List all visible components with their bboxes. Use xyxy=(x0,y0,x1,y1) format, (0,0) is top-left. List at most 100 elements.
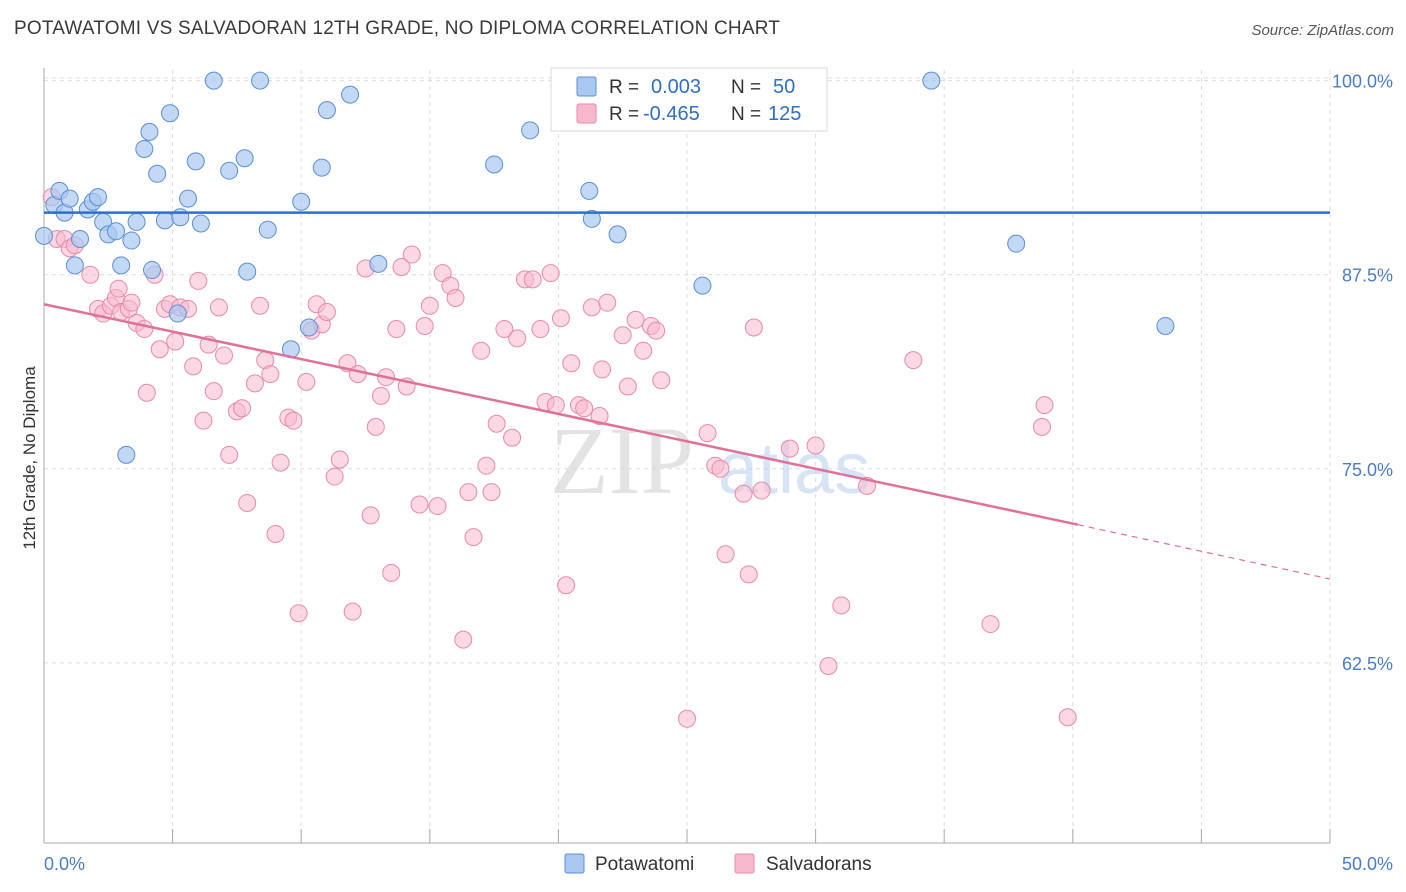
bottom-legend-potawatomi: Potawatomi xyxy=(595,854,694,875)
potawatomi-point xyxy=(89,188,108,207)
trend-lines xyxy=(43,211,1331,580)
potawatomi-point xyxy=(235,149,254,168)
potawatomi-point xyxy=(580,181,599,200)
salvadorans-point xyxy=(343,602,362,621)
salvadorans-point xyxy=(634,341,653,360)
potawatomi-point xyxy=(922,71,941,90)
potawatomi-point xyxy=(135,139,154,158)
salvadorans-point xyxy=(598,293,617,312)
legend-n-value-1: 50 xyxy=(773,76,795,98)
potawatomi-point xyxy=(485,155,504,174)
salvadorans-point xyxy=(371,386,390,405)
salvadorans-point xyxy=(739,565,758,584)
potawatomi-point xyxy=(155,211,174,230)
y-axis-label: 12th Grade, No Diploma xyxy=(20,366,39,550)
bottom-legend-salvadorans: Salvadorans xyxy=(766,854,872,875)
salvadorans-point xyxy=(780,439,799,458)
chart-title: POTAWATOMI VS SALVADORAN 12TH GRADE, NO … xyxy=(14,18,781,39)
salvadorans-point xyxy=(251,296,270,315)
salvadorans-point xyxy=(184,357,203,376)
salvadorans-point xyxy=(562,354,581,373)
potawatomi-point xyxy=(191,214,210,233)
potawatomi-point xyxy=(204,71,223,90)
salvadorans-point xyxy=(904,351,923,370)
salvadorans-point xyxy=(446,289,465,308)
salvadorans-point xyxy=(122,293,141,312)
salvadorans-point xyxy=(410,495,429,514)
salvadorans-point xyxy=(215,346,234,365)
legend-r-label-1: R = xyxy=(609,77,639,98)
salvadorans-point xyxy=(698,424,717,443)
salvadorans-point xyxy=(238,493,257,512)
correlation-legend: R = 0.003 N = 50 R = -0.465 N = 125 xyxy=(550,67,828,132)
salvadorans-point xyxy=(420,296,439,315)
salvadorans-point xyxy=(1032,417,1051,436)
salvadorans-point xyxy=(744,318,763,337)
salvadorans-point xyxy=(613,326,632,345)
salvadorans-point xyxy=(325,467,344,486)
salvadorans-point xyxy=(752,481,771,500)
potawatomi-point xyxy=(258,220,277,239)
legend-n-value-2: 125 xyxy=(768,103,801,125)
salvadorans-point xyxy=(503,428,522,447)
potawatomi-point xyxy=(312,158,331,177)
salvadorans-point xyxy=(495,320,514,339)
salvadorans-point xyxy=(575,399,594,418)
legend-swatch-blue xyxy=(576,76,597,97)
potawatomi-point xyxy=(71,230,90,249)
y-tick-labels: 62.5% 75.0% 87.5% 100.0% xyxy=(1332,72,1393,674)
potawatomi-point xyxy=(112,256,131,275)
salvadorans-point xyxy=(348,365,367,384)
potawatomi-points xyxy=(35,71,1175,464)
salvadorans-point xyxy=(1058,708,1077,727)
salvadorans-point xyxy=(428,497,447,516)
salvadorans-point xyxy=(330,450,349,469)
salvadorans-point xyxy=(734,484,753,503)
y-tick-label: 75.0% xyxy=(1342,460,1393,480)
bottom-legend-swatch-salvadorans xyxy=(734,853,755,874)
salvadorans-point xyxy=(366,417,385,436)
salvadorans-point xyxy=(209,298,228,317)
potawatomi-point xyxy=(65,256,84,275)
potawatomi-point xyxy=(60,189,79,208)
salvadorans-point xyxy=(582,298,601,317)
salvadorans-point xyxy=(523,270,542,289)
salvadorans-point xyxy=(261,365,280,384)
salvadorans-point xyxy=(284,411,303,430)
salvadorans-point xyxy=(415,316,434,335)
y-tick-label: 87.5% xyxy=(1342,266,1393,286)
salvadorans-point xyxy=(541,264,560,283)
salvadorans-point xyxy=(382,563,401,582)
legend-r-value-2: -0.465 xyxy=(643,103,700,125)
salvadorans-point xyxy=(266,525,285,544)
legend-r-label-2: R = xyxy=(609,104,639,125)
salvadorans-point xyxy=(361,506,380,525)
salvadorans-point xyxy=(189,271,208,290)
salvadorans-point xyxy=(806,436,825,455)
x-tick-labels: 0.0% 50.0% xyxy=(44,854,1393,874)
potawatomi-point xyxy=(582,209,601,228)
salvadorans-point xyxy=(137,383,156,402)
salvadorans-point xyxy=(618,377,637,396)
watermark-zip: ZIP xyxy=(550,407,694,514)
salvadorans-point xyxy=(459,483,478,502)
potawatomi-point xyxy=(168,304,187,323)
salvadorans-point xyxy=(245,374,264,393)
potawatomi-point xyxy=(161,104,180,123)
salvadorans-point xyxy=(1035,396,1054,415)
salvadorans-point xyxy=(464,528,483,547)
salvadorans-point xyxy=(271,453,290,472)
salvadorans-point xyxy=(402,245,421,264)
salvadorans-point xyxy=(220,445,239,464)
potawatomi-point xyxy=(341,85,360,104)
salvadorans-point xyxy=(150,340,169,359)
potawatomi-point xyxy=(369,254,388,273)
potawatomi-point xyxy=(179,189,198,208)
potawatomi-point xyxy=(148,164,167,183)
salvadorans-point xyxy=(487,414,506,433)
potawatomi-point xyxy=(143,261,162,280)
potawatomi-point xyxy=(107,222,126,241)
potawatomi-point xyxy=(186,152,205,171)
legend-r-value-1: 0.003 xyxy=(651,76,701,98)
